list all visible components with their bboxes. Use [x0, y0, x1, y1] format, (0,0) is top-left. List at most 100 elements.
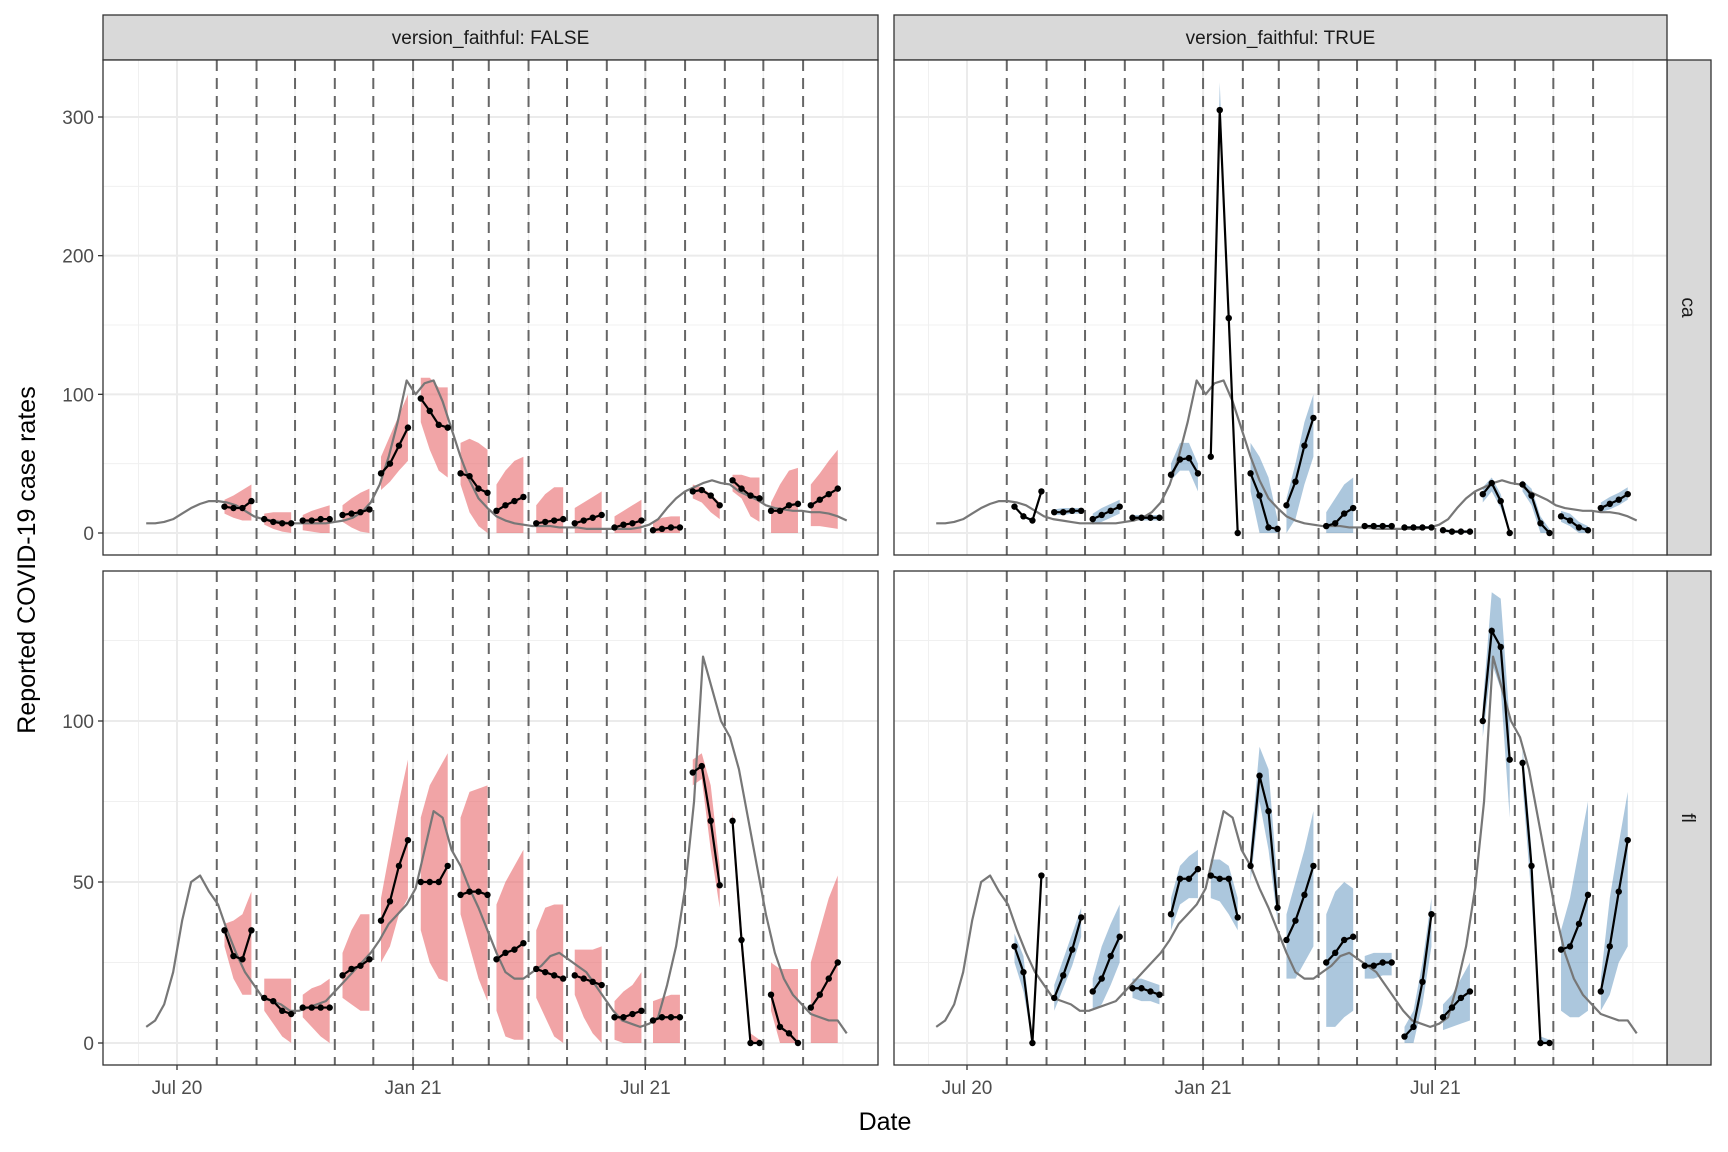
forecast-point	[1116, 933, 1123, 940]
strip-label: ca	[1677, 297, 1698, 318]
forecast-point	[1107, 952, 1114, 960]
forecast-point	[1615, 496, 1622, 503]
forecast-point	[729, 477, 736, 484]
forecast-point	[1265, 807, 1272, 815]
forecast-point	[1448, 528, 1456, 535]
forecast-point	[493, 956, 500, 963]
prediction-interval-band	[380, 759, 408, 963]
forecast-point	[1098, 975, 1105, 982]
prediction-interval-band	[1326, 882, 1354, 1027]
forecast-point	[287, 1010, 295, 1018]
y-tick-label: 100	[62, 712, 94, 733]
forecast-point	[533, 965, 540, 973]
forecast-line	[1170, 456, 1199, 476]
forecast-point	[589, 514, 596, 521]
forecast-point	[1167, 471, 1175, 478]
forecast-point	[1216, 106, 1223, 114]
forecast-point	[776, 1023, 784, 1031]
prediction-interval-band	[574, 946, 602, 1043]
forecast-point	[785, 502, 793, 509]
forecast-point	[1439, 527, 1447, 534]
forecast-line	[809, 961, 839, 1009]
forecast-line	[495, 495, 524, 512]
forecast-point	[1488, 479, 1495, 487]
forecast-point	[417, 395, 424, 402]
y-tick-label: 100	[62, 385, 94, 406]
strip-label: fl	[1677, 813, 1698, 823]
forecast-point	[1089, 515, 1096, 523]
forecast-point	[1341, 936, 1348, 944]
forecast-point	[1176, 875, 1184, 882]
forecast-point	[1332, 520, 1339, 527]
forecast-point	[1256, 772, 1263, 779]
forecast-line	[652, 1016, 680, 1022]
forecast-line	[341, 958, 371, 977]
forecast-point	[326, 1004, 333, 1011]
forecast-point	[1129, 985, 1136, 992]
forecast-line	[223, 929, 253, 961]
forecast-line	[1285, 865, 1315, 941]
x-tick-label: Jul 21	[620, 1078, 671, 1099]
forecast-point	[1457, 528, 1465, 535]
forecast-point	[1349, 933, 1357, 940]
forecast-point	[1207, 872, 1214, 879]
forecast-point	[533, 520, 540, 527]
forecast-point	[785, 1030, 793, 1037]
forecast-point	[1107, 507, 1114, 515]
forecast-point	[807, 502, 815, 509]
forecast-point	[444, 424, 451, 431]
forecast-point	[834, 959, 841, 966]
forecast-point	[1615, 888, 1622, 895]
forecast-point	[326, 515, 333, 523]
forecast-point	[598, 511, 605, 519]
forecast-point	[1225, 314, 1232, 322]
x-tick-label: Jan 21	[1175, 1078, 1232, 1099]
forecast-point	[1038, 872, 1045, 879]
forecast-line	[1013, 491, 1043, 523]
prediction-interval-band	[496, 849, 524, 1040]
forecast-point	[1077, 507, 1085, 515]
prediction-interval-band	[460, 438, 488, 533]
forecast-point	[395, 862, 403, 870]
forecast-point	[377, 470, 385, 477]
prediction-interval-band	[810, 449, 838, 529]
forecast-point	[339, 972, 346, 979]
forecast-point	[611, 524, 618, 531]
forecast-line	[1560, 894, 1590, 951]
x-tick-label: Jan 21	[385, 1078, 442, 1099]
panel-background	[103, 60, 878, 555]
forecast-point	[1029, 517, 1036, 524]
forecast-point	[386, 460, 394, 467]
forecast-point	[716, 882, 723, 889]
forecast-line	[420, 865, 449, 884]
forecast-point	[1488, 627, 1495, 635]
forecast-point	[1098, 511, 1105, 519]
facet-strip-fl: fl	[1666, 570, 1712, 1066]
forecast-point	[1274, 904, 1281, 911]
forecast-line	[1091, 936, 1121, 993]
forecast-line	[419, 397, 449, 429]
forecast-point	[559, 975, 567, 982]
forecast-point	[1401, 524, 1408, 531]
forecast-point	[1606, 943, 1613, 950]
strip-background	[102, 14, 879, 61]
forecast-point	[1519, 759, 1526, 767]
forecast-point	[1247, 470, 1254, 477]
forecast-point	[676, 1014, 684, 1021]
forecast-point	[1256, 492, 1263, 499]
forecast-point	[1597, 504, 1605, 512]
forecast-point	[1401, 1033, 1408, 1040]
forecast-point	[816, 991, 823, 998]
forecast-point	[807, 1004, 815, 1011]
forecast-point	[466, 472, 473, 480]
forecast-point	[1370, 962, 1377, 969]
forecast-point	[649, 1017, 657, 1024]
strip-label: version_faithful: FALSE	[392, 28, 590, 49]
forecast-point	[658, 1014, 666, 1021]
forecast-point	[629, 520, 636, 527]
forecast-point	[366, 956, 373, 963]
forecast-point	[1379, 522, 1386, 530]
forecast-line	[1481, 481, 1511, 534]
forecast-point	[248, 927, 255, 934]
forecast-point	[1528, 862, 1535, 870]
